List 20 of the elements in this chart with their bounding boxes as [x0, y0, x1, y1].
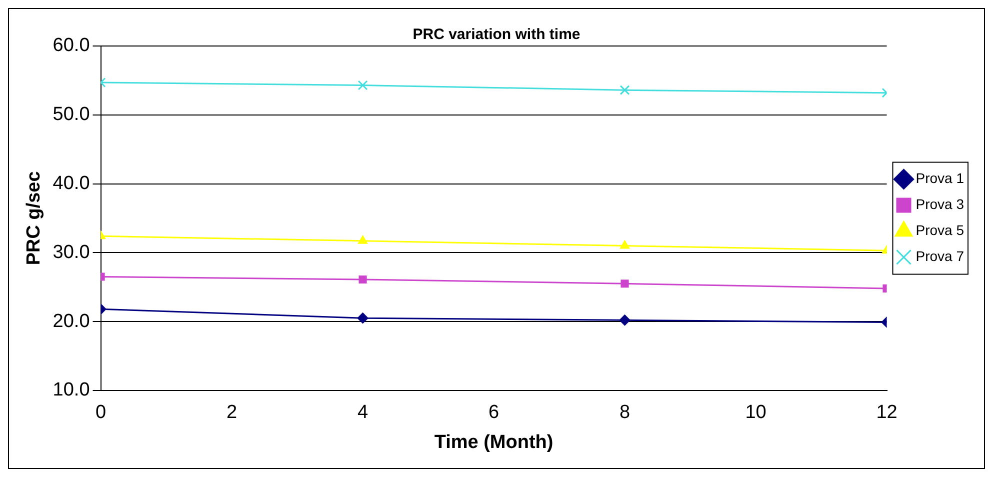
y-tick-label: 20.0 — [52, 310, 90, 332]
x-tick-label: 2 — [226, 402, 238, 424]
y-tick-label: 50.0 — [52, 104, 90, 126]
legend-label: Prova 5 — [916, 222, 964, 238]
x-tick-label: 8 — [619, 402, 630, 424]
y-tick-label: 30.0 — [52, 242, 90, 263]
x-tick-label: 12 — [876, 402, 898, 424]
legend-label: Prova 1 — [916, 170, 964, 186]
y-tick-label: 60.0 — [52, 35, 90, 56]
y-axis-title: PRC g/sec — [24, 170, 45, 266]
legend-label: Prova 7 — [916, 248, 964, 264]
x-tick-label: 6 — [488, 402, 500, 424]
x-tick-label: 0 — [95, 402, 106, 424]
x-tick-label: 10 — [745, 402, 766, 424]
chart-title: PRC variation with time — [412, 26, 580, 44]
y-tick-label: 10.0 — [52, 380, 90, 401]
legend-label: Prova 3 — [916, 196, 964, 212]
x-axis-title: Time (Month) — [434, 432, 554, 453]
x-tick-label: 4 — [357, 402, 368, 424]
y-tick-label: 40.0 — [52, 172, 90, 194]
